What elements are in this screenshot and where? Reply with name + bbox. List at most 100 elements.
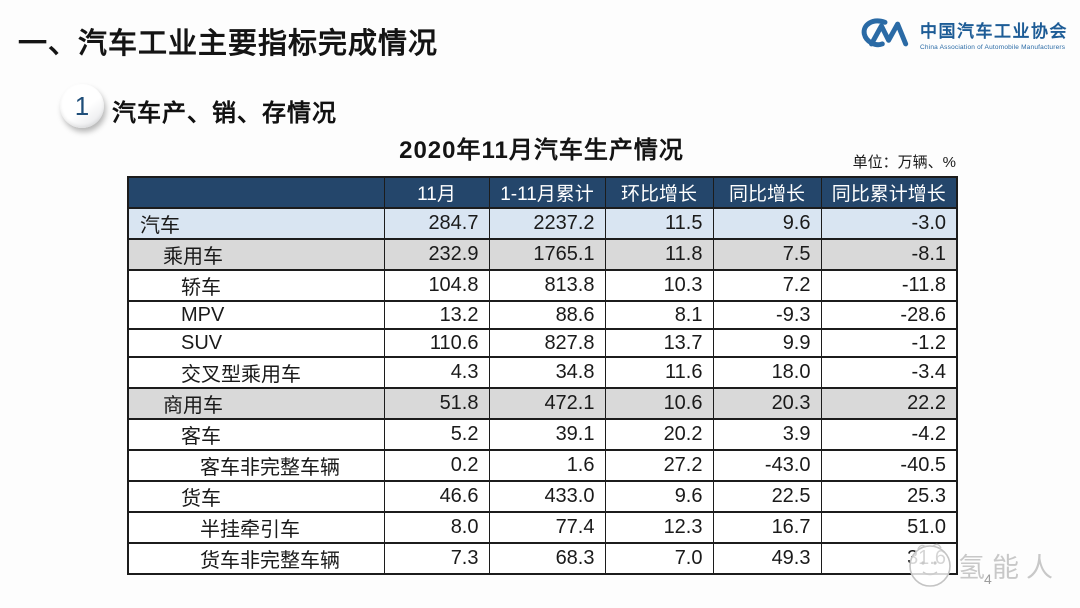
cell-value: 46.6 xyxy=(383,480,490,513)
caam-logo-mark-icon xyxy=(861,18,909,48)
column-header: 环比增长 xyxy=(604,176,714,209)
table-row: 客车非完整车辆 0.2 1.6 27.2 -43.0 -40.5 xyxy=(127,449,958,482)
cell-value: 27.2 xyxy=(604,449,714,482)
table-row: 客车 5.2 39.1 20.2 3.9 -4.2 xyxy=(127,418,958,451)
cell-value: 8.0 xyxy=(383,511,490,544)
row-label: 商用车 xyxy=(127,387,385,420)
cell-value: 22.2 xyxy=(820,387,958,420)
table-row: 商用车 51.8 472.1 10.6 20.3 22.2 xyxy=(127,387,958,420)
cell-value: -9.3 xyxy=(712,300,822,330)
row-label: 货车非完整车辆 xyxy=(127,542,385,575)
cell-value: 1.6 xyxy=(488,449,606,482)
cell-value: 13.7 xyxy=(604,328,714,358)
cell-value: 827.8 xyxy=(488,328,606,358)
cell-value: 11.6 xyxy=(604,356,714,389)
cell-value: 813.8 xyxy=(488,269,606,302)
section-title: 汽车产、销、存情况 xyxy=(112,100,337,127)
cell-value: 9.6 xyxy=(604,480,714,513)
table-row: 交叉型乘用车 4.3 34.8 11.6 18.0 -3.4 xyxy=(127,356,958,389)
caam-logo-text: 中国汽车工业协会 China Association of Automobile… xyxy=(920,17,1068,51)
cell-value: 7.3 xyxy=(383,542,490,575)
cell-value: 3.9 xyxy=(712,418,822,451)
table-row: 半挂牵引车 8.0 77.4 12.3 16.7 51.0 xyxy=(127,511,958,544)
main-title: 一、汽车工业主要指标完成情况 xyxy=(18,28,439,60)
column-header-category xyxy=(127,176,385,209)
caam-logo-name-cn: 中国汽车工业协会 xyxy=(920,22,1068,41)
cell-value: 4.3 xyxy=(383,356,490,389)
cell-value: 9.6 xyxy=(712,207,822,240)
column-header: 同比累计增长 xyxy=(820,176,958,209)
caam-logo-name-en: China Association of Automobile Manufact… xyxy=(920,44,1066,51)
cell-value: 12.3 xyxy=(604,511,714,544)
cell-value: 51.8 xyxy=(383,387,490,420)
row-label: 客车非完整车辆 xyxy=(127,449,385,482)
cell-value: 18.0 xyxy=(712,356,822,389)
cell-value: -11.8 xyxy=(820,269,958,302)
column-header: 11月 xyxy=(383,176,490,209)
cell-value: 49.3 xyxy=(712,542,822,575)
cell-value: -28.6 xyxy=(820,300,958,330)
section-number-badge: 1 xyxy=(60,84,104,128)
cell-value: 472.1 xyxy=(488,387,606,420)
cell-value: 433.0 xyxy=(488,480,606,513)
row-label: 轿车 xyxy=(127,269,385,302)
cell-value: 11.8 xyxy=(604,238,714,271)
cell-value: -43.0 xyxy=(712,449,822,482)
cell-value: 9.9 xyxy=(712,328,822,358)
column-header: 同比增长 xyxy=(712,176,822,209)
table-row: 汽车 284.7 2237.2 11.5 9.6 -3.0 xyxy=(127,207,958,240)
cell-value: 232.9 xyxy=(383,238,490,271)
cell-value: 20.2 xyxy=(604,418,714,451)
row-label: MPV xyxy=(127,300,385,330)
cell-value: 88.6 xyxy=(488,300,606,330)
cell-value: -40.5 xyxy=(820,449,958,482)
cell-value: 7.0 xyxy=(604,542,714,575)
cell-value: 1765.1 xyxy=(488,238,606,271)
cell-value: -1.2 xyxy=(820,328,958,358)
cell-value: 10.3 xyxy=(604,269,714,302)
cell-value: 51.0 xyxy=(820,511,958,544)
cell-value: 2237.2 xyxy=(488,207,606,240)
cell-value: 77.4 xyxy=(488,511,606,544)
table-row: 货车 46.6 433.0 9.6 22.5 25.3 xyxy=(127,480,958,513)
watermark-text: 氢能人 xyxy=(958,553,1060,583)
cell-value: 10.6 xyxy=(604,387,714,420)
cell-value: -3.0 xyxy=(820,207,958,240)
cell-value: 34.8 xyxy=(488,356,606,389)
row-label: 汽车 xyxy=(127,207,385,240)
row-label: 货车 xyxy=(127,480,385,513)
watermark-mascot-icon xyxy=(909,543,951,587)
table-title: 2020年11月汽车生产情况 xyxy=(399,137,684,164)
table-row: 轿车 104.8 813.8 10.3 7.2 -11.8 xyxy=(127,269,958,302)
cell-value: 11.5 xyxy=(604,207,714,240)
cell-value: 20.3 xyxy=(712,387,822,420)
cell-value: 22.5 xyxy=(712,480,822,513)
production-table: 11月 1-11月累计 环比增长 同比增长 同比累计增长 汽车 284.7 2237.2 11… xyxy=(127,176,958,575)
unit-label: 单位：万辆、% xyxy=(852,154,956,171)
cell-value: 104.8 xyxy=(383,269,490,302)
cell-value: 0.2 xyxy=(383,449,490,482)
cell-value: -8.1 xyxy=(820,238,958,271)
cell-value: -3.4 xyxy=(820,356,958,389)
row-label: 交叉型乘用车 xyxy=(127,356,385,389)
cell-value: 13.2 xyxy=(383,300,490,330)
cell-value: 68.3 xyxy=(488,542,606,575)
cell-value: 39.1 xyxy=(488,418,606,451)
cell-value: -4.2 xyxy=(820,418,958,451)
column-header: 1-11月累计 xyxy=(488,176,606,209)
cell-value: 25.3 xyxy=(820,480,958,513)
table-row: MPV 13.2 88.6 8.1 -9.3 -28.6 xyxy=(127,300,958,330)
cell-value: 110.6 xyxy=(383,328,490,358)
row-label: SUV xyxy=(127,328,385,358)
cell-value: 284.7 xyxy=(383,207,490,240)
cell-value: 7.2 xyxy=(712,269,822,302)
row-label: 乘用车 xyxy=(127,238,385,271)
page-number: 4 xyxy=(984,571,992,587)
cell-value: 16.7 xyxy=(712,511,822,544)
row-label: 客车 xyxy=(127,418,385,451)
cell-value: 8.1 xyxy=(604,300,714,330)
table-row: SUV 110.6 827.8 13.7 9.9 -1.2 xyxy=(127,328,958,358)
cell-value: 7.5 xyxy=(712,238,822,271)
